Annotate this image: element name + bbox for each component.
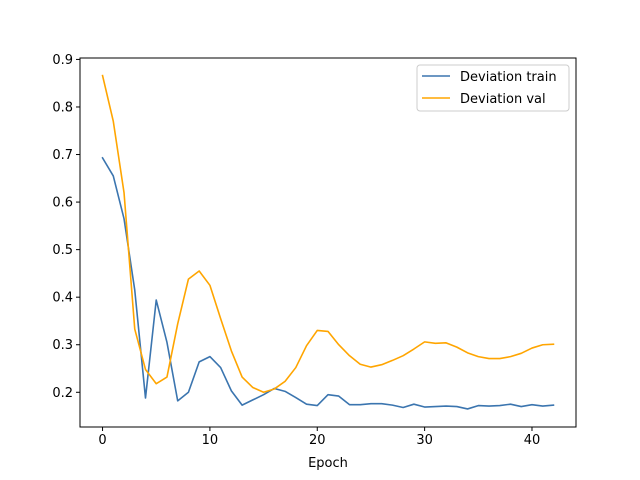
legend-box: [416, 64, 570, 112]
x-tick-label: 30: [416, 433, 433, 448]
y-tick-label: 0.3: [52, 338, 73, 353]
y-tick-label: 0.2: [52, 386, 73, 401]
y-tick-label: 0.9: [52, 53, 73, 68]
y-tick-label: 0.4: [52, 291, 73, 306]
legend: Deviation train Deviation val: [416, 64, 570, 112]
y-axis-ticks: 0.2 0.3 0.4 0.5 0.6 0.7 0.8 0.9: [52, 53, 80, 401]
plot-lines: [101, 74, 555, 410]
legend-label: Deviation val: [460, 92, 546, 107]
x-tick-label: 0: [98, 433, 106, 448]
y-tick-label: 0.7: [52, 148, 73, 163]
y-tick-label: 0.8: [52, 100, 73, 115]
series-line-0: [101, 156, 555, 410]
y-tick-label: 0.5: [52, 243, 73, 258]
x-axis-label: Epoch: [308, 456, 348, 471]
y-tick-label: 0.6: [52, 196, 73, 211]
series-line-1: [101, 74, 555, 394]
x-tick-label: 10: [202, 433, 219, 448]
x-axis-ticks: 0 10 20 30 40: [98, 427, 540, 448]
x-tick-label: 40: [524, 433, 541, 448]
axes-frame: [79, 57, 577, 428]
legend-label: Deviation train: [460, 70, 557, 85]
x-tick-label: 20: [309, 433, 326, 448]
